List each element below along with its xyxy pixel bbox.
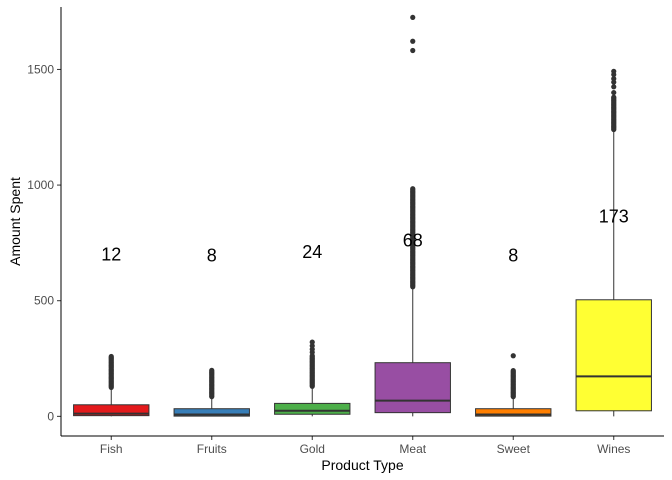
box-body <box>274 402 351 415</box>
box-fruits <box>173 367 250 417</box>
x-axis-ticks: Fish Fruits Gold Meat Sweet Wines <box>100 436 630 456</box>
outlier-point <box>611 84 617 90</box>
median-label: 12 <box>101 244 121 264</box>
x-tick-label: Wines <box>597 442 630 456</box>
y-tick-label: 1000 <box>27 178 54 192</box>
median-label: 173 <box>599 206 629 226</box>
median-label: 24 <box>302 242 322 262</box>
y-axis-title: Amount Spent <box>7 177 23 266</box>
outlier-point <box>410 186 416 192</box>
box-fish <box>73 353 150 417</box>
outlier-point <box>309 339 315 345</box>
x-tick-label: Sweet <box>497 442 531 456</box>
box-body <box>374 362 451 414</box>
box-meat <box>374 14 451 417</box>
median-label: 68 <box>403 231 423 251</box>
outlier-point <box>108 353 114 360</box>
x-tick-label: Meat <box>399 442 426 456</box>
x-tick-label: Fruits <box>197 442 227 456</box>
outlier-point <box>209 367 215 373</box>
outlier-point <box>611 68 617 74</box>
x-tick-label: Fish <box>100 442 123 456</box>
outlier-point <box>510 353 516 359</box>
y-axis-ticks: 0 500 1000 1500 <box>27 62 61 423</box>
box-layer <box>73 14 652 417</box>
outlier-point <box>611 94 617 100</box>
box-body <box>73 404 150 417</box>
box-body <box>475 408 552 417</box>
x-tick-label: Gold <box>300 442 325 456</box>
box-sweet <box>475 353 552 417</box>
y-tick-label: 500 <box>34 294 54 308</box>
median-labels: 12 8 24 68 8 173 <box>101 206 629 265</box>
outlier-point <box>410 38 416 44</box>
median-label: 8 <box>508 246 518 266</box>
box-body <box>575 299 652 412</box>
outlier-point <box>410 14 416 21</box>
box-wines <box>575 68 652 417</box>
y-tick-label: 1500 <box>27 62 54 76</box>
outlier-point <box>611 76 617 82</box>
outlier-point <box>410 47 416 54</box>
median-label: 8 <box>207 246 217 266</box>
box-gold <box>274 339 351 417</box>
x-axis-title: Product Type <box>321 457 403 473</box>
outlier-point <box>309 343 315 349</box>
y-tick-label: 0 <box>47 409 54 423</box>
box-body <box>173 408 250 417</box>
outlier-point <box>611 89 617 96</box>
outlier-point <box>510 367 516 374</box>
